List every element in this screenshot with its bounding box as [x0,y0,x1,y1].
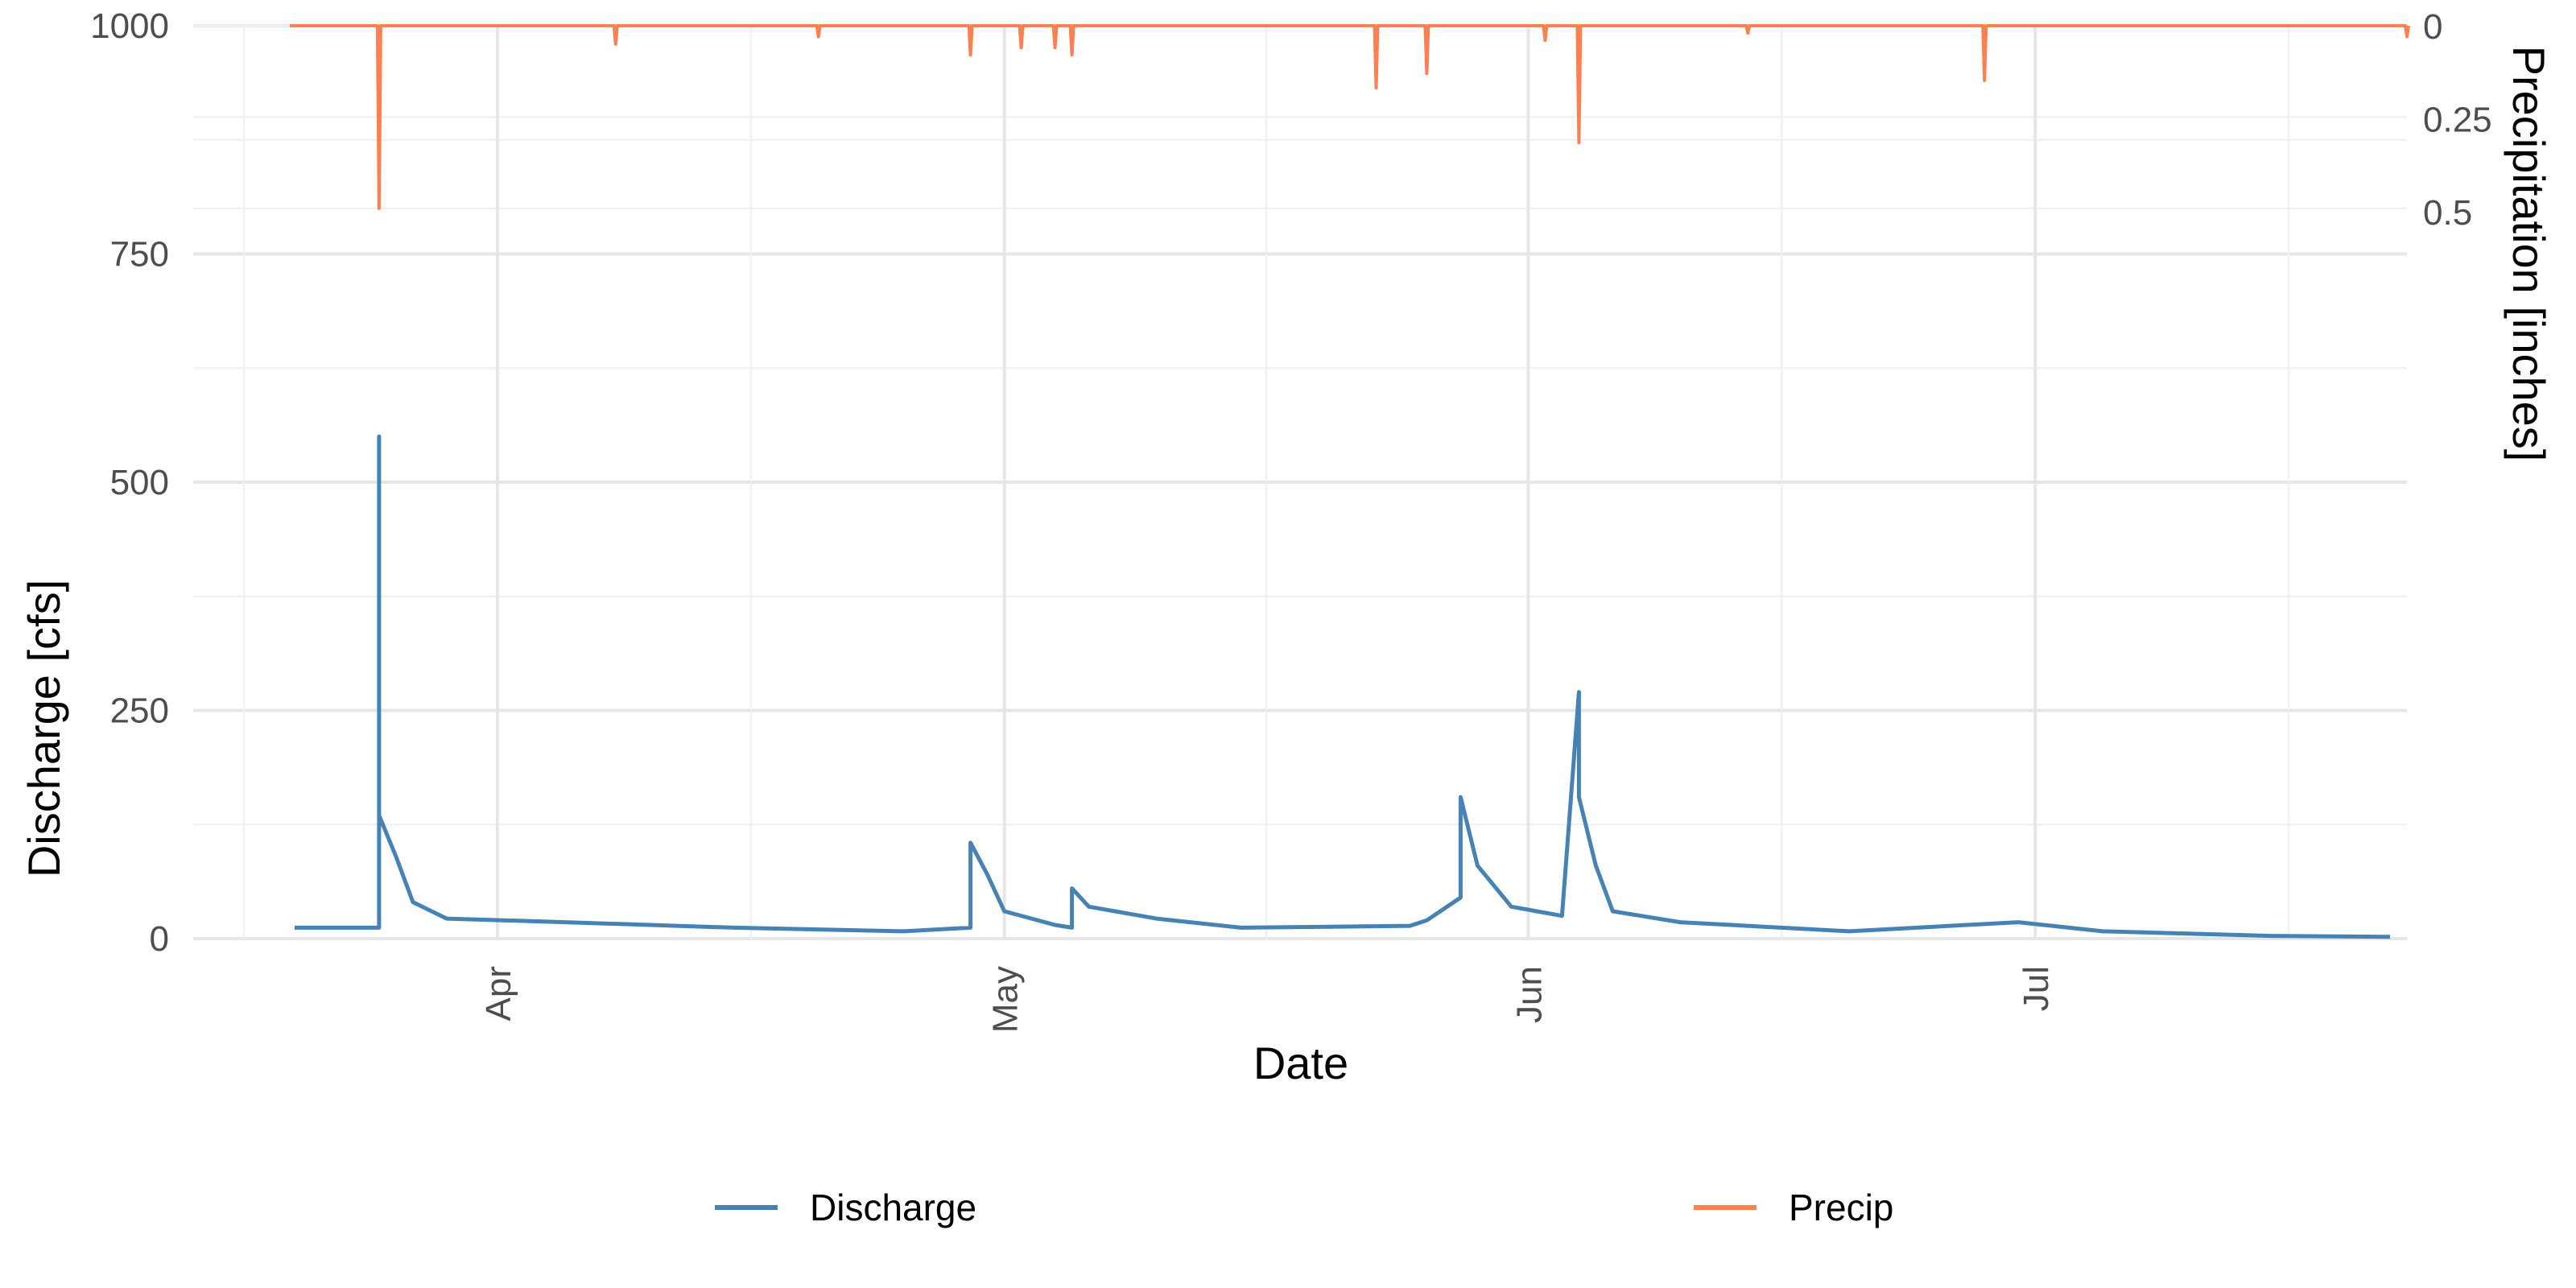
x-tick-label: Jun [1509,966,1549,1023]
grid-lines [193,24,2407,940]
y2-tick-label: 0.5 [2423,193,2472,233]
y-tick-label: 250 [110,691,169,731]
y2-axis-title: Precipitation [inches] [2504,46,2554,462]
tick-labels: 0 250 500 750 1000 0 0.25 0.5 Apr May Jun Jul [90,6,2492,1033]
legend-label-discharge: Discharge [810,1187,976,1228]
precip-line [290,24,2410,210]
legend-label-precip: Precip [1789,1187,1893,1228]
y2-tick-label: 0.25 [2423,100,2492,139]
x-tick-label: Apr [479,966,518,1021]
x-tick-label: Jul [2017,966,2056,1011]
y-tick-label: 1000 [90,6,169,46]
y-tick-label: 500 [110,463,169,502]
discharge-line [295,434,2391,939]
x-axis-title: Date [1253,1038,1348,1088]
y-tick-label: 0 [150,919,169,959]
x-tick-label: May [986,966,1026,1033]
series-lines [290,24,2410,939]
legend: Discharge Precip [715,1187,1893,1228]
y-tick-label: 750 [110,235,169,275]
y-axis-title: Discharge [cfs] [19,580,69,877]
y2-tick-label: 0 [2423,7,2442,47]
